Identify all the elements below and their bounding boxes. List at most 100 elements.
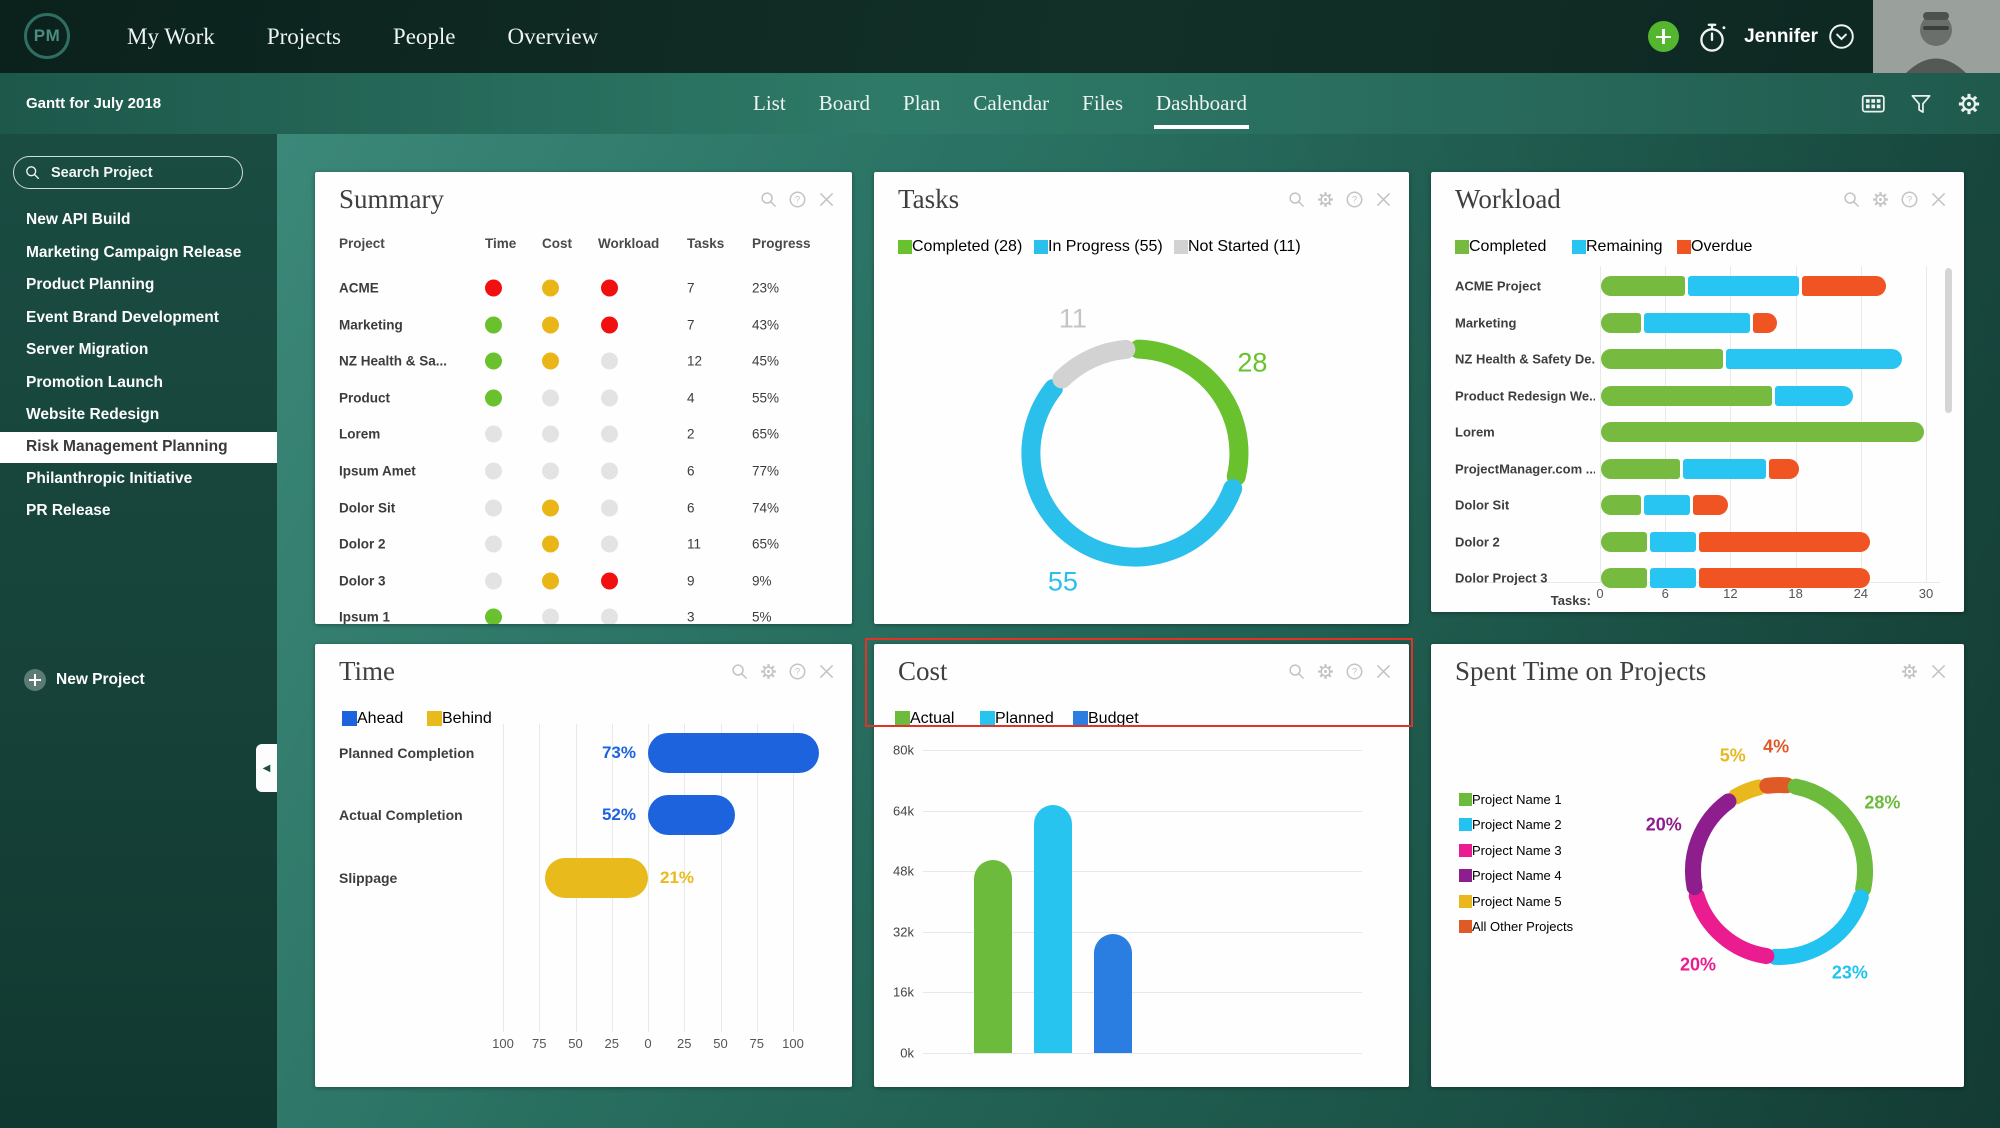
timer-icon[interactable] bbox=[1696, 21, 1728, 53]
gridline bbox=[923, 750, 1362, 751]
search-icon[interactable] bbox=[1287, 190, 1306, 209]
completed-bar-segment bbox=[1601, 458, 1680, 479]
svg-text:?: ? bbox=[1352, 195, 1357, 206]
filter-icon[interactable] bbox=[1908, 91, 1934, 117]
progress-value: 65% bbox=[752, 426, 780, 442]
x-tick-label: 75 bbox=[749, 1036, 764, 1051]
avatar-photo-placeholder bbox=[1873, 0, 2000, 73]
completed-bar-segment bbox=[1601, 312, 1642, 333]
grid-icon[interactable] bbox=[1860, 91, 1886, 117]
search-icon[interactable] bbox=[730, 662, 749, 681]
progress-value: 77% bbox=[752, 463, 780, 479]
help-icon[interactable]: ? bbox=[1345, 190, 1364, 209]
column-header: Workload bbox=[598, 236, 660, 251]
help-icon[interactable]: ? bbox=[788, 662, 807, 681]
chevron-down-icon[interactable] bbox=[1828, 23, 1855, 50]
y-tick-label: 48k bbox=[893, 863, 914, 879]
column-header: Cost bbox=[542, 236, 572, 251]
cost-status-dot-yellow bbox=[542, 316, 559, 334]
gear-icon[interactable] bbox=[759, 662, 778, 681]
legend-label: In Progress (55) bbox=[1048, 238, 1163, 255]
bar-row-label: Dolor Sit bbox=[1455, 497, 1510, 513]
search-icon[interactable] bbox=[759, 190, 778, 209]
sidebar-item-pr-release[interactable]: PR Release bbox=[26, 502, 111, 520]
add-button[interactable] bbox=[1648, 21, 1680, 52]
tab-plan[interactable]: Plan bbox=[903, 91, 941, 115]
user-name[interactable]: Jennifer bbox=[1744, 25, 1818, 47]
legend-item: Actual bbox=[895, 710, 954, 728]
x-tick-label: 50 bbox=[568, 1036, 583, 1051]
close-icon[interactable] bbox=[1929, 190, 1948, 209]
gridline bbox=[923, 992, 1362, 994]
sidebar-item-product-planning[interactable]: Product Planning bbox=[26, 276, 155, 294]
sidebar-item-promotion-launch[interactable]: Promotion Launch bbox=[26, 373, 163, 391]
search-icon[interactable] bbox=[1842, 190, 1861, 209]
sidebar-item-new-api-build[interactable]: New API Build bbox=[26, 211, 131, 229]
sidebar-collapse-handle[interactable]: ◀ bbox=[256, 744, 277, 792]
sidebar-item-philanthropic-initiative[interactable]: Philanthropic Initiative bbox=[26, 469, 193, 487]
time-bar bbox=[648, 733, 820, 773]
close-icon[interactable] bbox=[1374, 190, 1393, 209]
close-icon[interactable] bbox=[1929, 662, 1948, 681]
sidebar-item-marketing-campaign-release[interactable]: Marketing Campaign Release bbox=[26, 243, 242, 261]
tasks-value: 6 bbox=[687, 463, 695, 479]
view-tabs: List Board Plan Calendar Files Dashboard bbox=[753, 73, 1249, 134]
help-icon[interactable]: ? bbox=[1900, 190, 1919, 209]
tab-board[interactable]: Board bbox=[818, 91, 871, 115]
search-input[interactable] bbox=[49, 163, 250, 182]
cost-bar-budget bbox=[1094, 933, 1132, 1053]
svg-text:?: ? bbox=[795, 195, 800, 206]
gear-icon[interactable] bbox=[1956, 91, 1982, 117]
sidebar-item-server-migration[interactable]: Server Migration bbox=[26, 341, 149, 359]
project-sidebar: New API Build Marketing Campaign Release P… bbox=[0, 134, 277, 1128]
x-tick-label: 24 bbox=[1853, 586, 1869, 601]
dashboard-area: Summary? Project Time Cost Workload Tasks Prog… bbox=[277, 134, 2000, 1128]
widget-summary: Summary? Project Time Cost Workload Tasks Prog… bbox=[315, 172, 852, 624]
legend-item: Ahead bbox=[342, 710, 403, 728]
bar-row-label: Product Redesign We... bbox=[1455, 388, 1595, 403]
nav-item-overview[interactable]: Overview bbox=[507, 23, 599, 49]
widget-scrollbar[interactable] bbox=[1945, 268, 1952, 413]
cost-status-dot-gray bbox=[542, 608, 559, 624]
close-icon[interactable] bbox=[817, 662, 836, 681]
widget-title: Cost bbox=[898, 656, 948, 686]
x-tick-label: 30 bbox=[1918, 586, 1934, 601]
nav-item-projects[interactable]: Projects bbox=[267, 0, 341, 82]
help-icon[interactable]: ? bbox=[788, 190, 807, 209]
close-icon[interactable] bbox=[817, 190, 836, 209]
tab-files[interactable]: Files bbox=[1082, 91, 1123, 115]
help-icon[interactable]: ? bbox=[1345, 662, 1364, 681]
overdue-bar-segment bbox=[1698, 568, 1870, 588]
legend-label: Project Name 2 bbox=[1472, 817, 1562, 833]
search-icon[interactable] bbox=[1287, 662, 1306, 681]
tab-list[interactable]: List bbox=[753, 91, 786, 115]
legend-label: Project Name 1 bbox=[1472, 792, 1562, 807]
pm-logo[interactable]: PM bbox=[24, 13, 70, 59]
legend-item: Planned bbox=[980, 710, 1054, 728]
tab-calendar[interactable]: Calendar bbox=[973, 91, 1050, 115]
cost-bar-planned bbox=[1034, 804, 1072, 1053]
nav-item-my-work[interactable]: My Work bbox=[127, 23, 215, 49]
gear-icon[interactable] bbox=[1900, 662, 1919, 681]
legend-dot bbox=[1459, 920, 1472, 933]
sidebar-item-risk-management-planning[interactable]: Risk Management Planning bbox=[0, 431, 277, 463]
new-project-button[interactable]: New Project bbox=[0, 660, 277, 700]
sidebar-item-event-brand-development[interactable]: Event Brand Development bbox=[26, 308, 219, 326]
table-row: Ipsum Amet 6 77% bbox=[315, 453, 852, 489]
gridline bbox=[1926, 266, 1927, 582]
legend-item: Budget bbox=[1073, 710, 1139, 728]
sidebar-item-website-redesign[interactable]: Website Redesign bbox=[26, 406, 160, 424]
tasks-value: 11 bbox=[687, 536, 702, 552]
close-icon[interactable] bbox=[1374, 662, 1393, 681]
overdue-bar-segment bbox=[1698, 531, 1870, 552]
gear-icon[interactable] bbox=[1316, 662, 1335, 681]
x-tick-label: 25 bbox=[677, 1036, 692, 1051]
project-name: Product bbox=[339, 390, 391, 406]
tab-dashboard[interactable]: Dashboard bbox=[1154, 91, 1249, 129]
legend-item: Project Name 3 bbox=[1459, 843, 1562, 858]
workload-status-dot-gray bbox=[601, 462, 618, 480]
user-avatar[interactable] bbox=[1873, 0, 2000, 73]
gear-icon[interactable] bbox=[1316, 190, 1335, 209]
gear-icon[interactable] bbox=[1871, 190, 1890, 209]
nav-item-people[interactable]: People bbox=[392, 23, 456, 49]
